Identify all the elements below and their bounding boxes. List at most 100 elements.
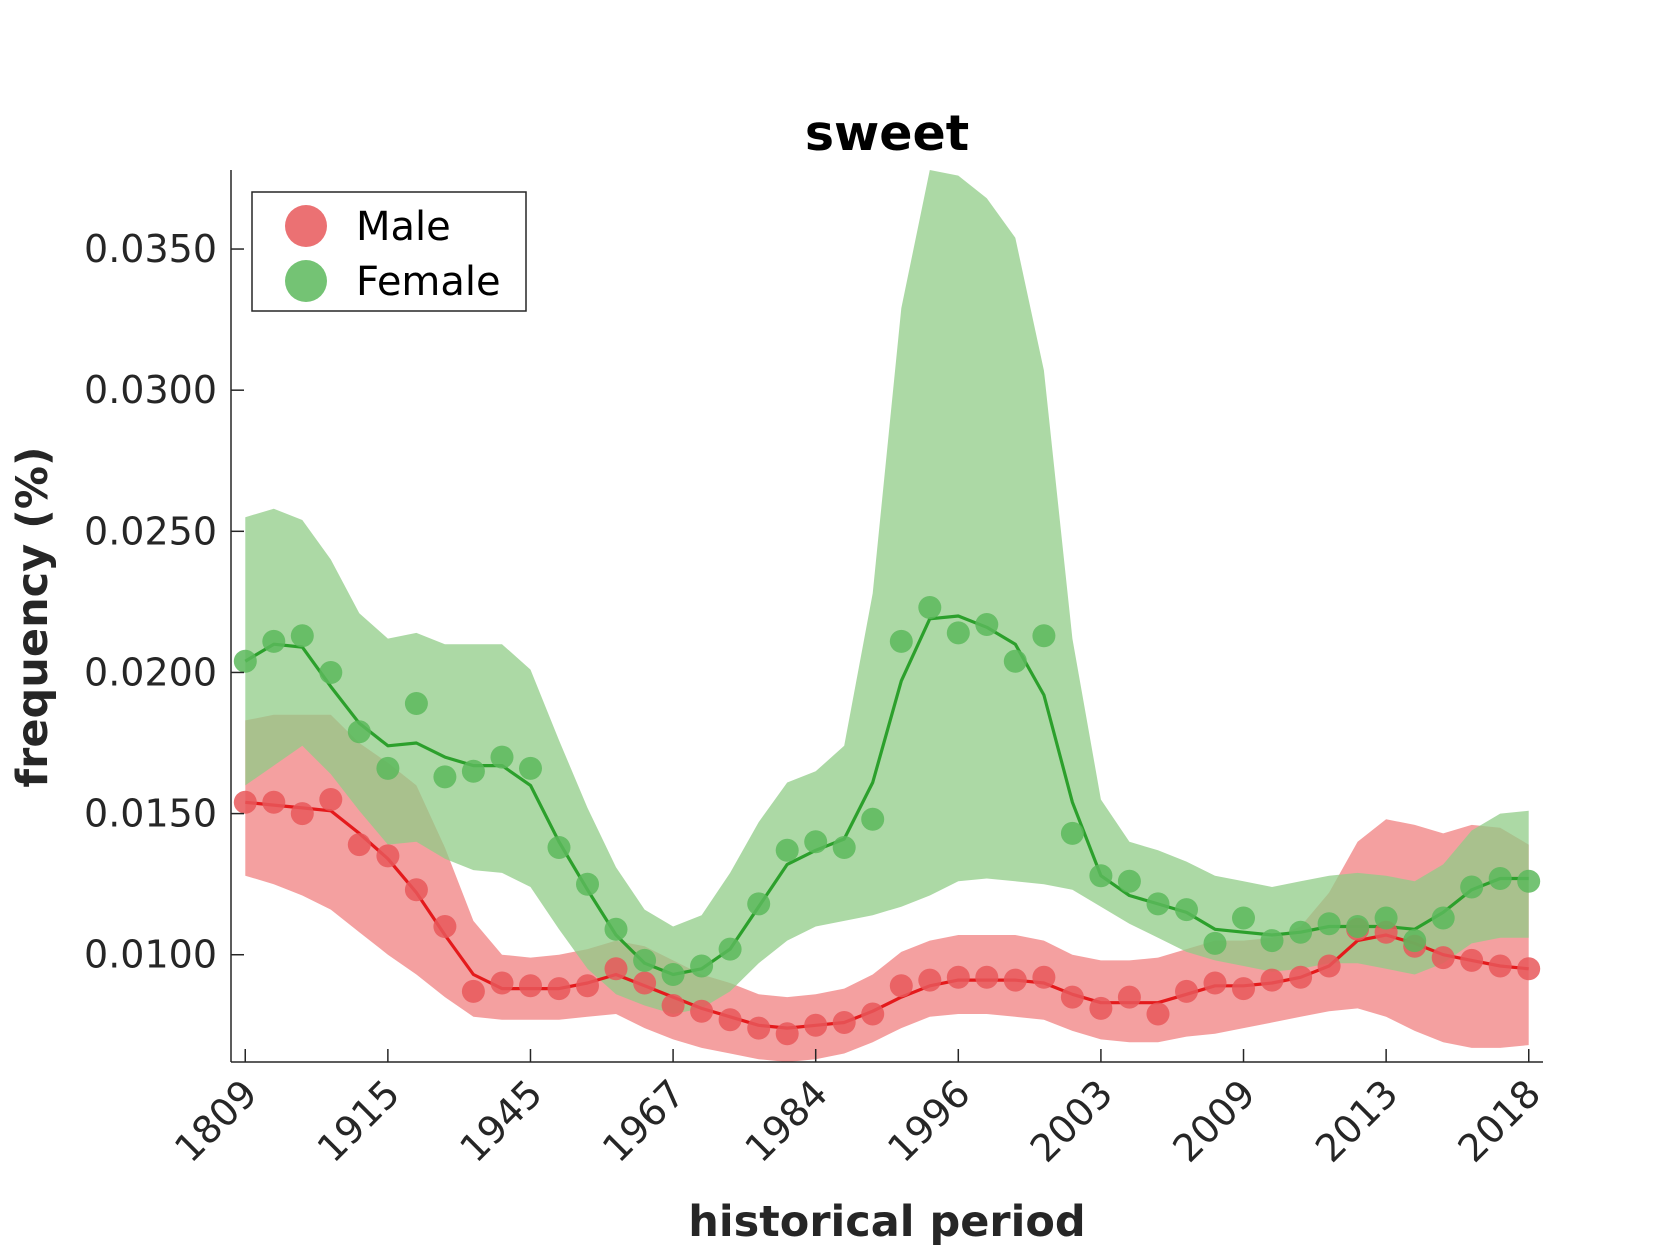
male-data-point [319, 788, 343, 811]
male-data-point [633, 971, 657, 995]
male-data-point [1232, 977, 1255, 1001]
male-data-point [1060, 985, 1084, 1009]
male-data-point [547, 977, 571, 1001]
x-tick-label: 2013 [1307, 1071, 1407, 1171]
legend-label-female: Female [356, 259, 501, 305]
y-tick-label: 0.0200 [84, 650, 217, 694]
female-trend-line [244, 614, 1529, 977]
x-tick-label: 1984 [737, 1071, 837, 1171]
y-axis-ticks: 0.0100 0.0150 0.0200 0.0250 0.0300 0.0350 [84, 227, 244, 977]
male-data-point [1117, 985, 1141, 1009]
female-data-point [1089, 864, 1113, 888]
female-data-point [1032, 624, 1056, 648]
male-data-point [1175, 979, 1198, 1003]
male-data-point [347, 833, 371, 857]
male-data-point [1146, 1002, 1170, 1026]
male-data-point [747, 1016, 771, 1040]
male-data-point [718, 1008, 742, 1032]
male-data-point [233, 790, 257, 814]
chart-title: sweet [805, 105, 969, 162]
male-data-point [1089, 996, 1113, 1020]
female-data-point [233, 649, 257, 673]
x-tick-label: 2018 [1450, 1071, 1550, 1171]
legend-marker-female [285, 260, 327, 302]
axes [230, 170, 1543, 1063]
y-axis-title: frequency (%) [8, 446, 58, 787]
female-data-point [404, 692, 428, 715]
male-data-point [262, 790, 286, 814]
y-tick-label: 0.0150 [84, 792, 217, 836]
female-data-point [946, 621, 970, 645]
male-data-point [1260, 968, 1284, 992]
female-data-point [718, 937, 742, 961]
male-data-point [1431, 946, 1455, 970]
female-data-point [547, 836, 571, 859]
x-tick-label: 1996 [879, 1071, 979, 1171]
x-tick-label: 1809 [166, 1071, 266, 1171]
x-tick-label: 1967 [594, 1071, 694, 1171]
female-data-point [861, 807, 885, 831]
female-data-point [290, 624, 314, 648]
female-data-point [319, 661, 343, 684]
female-data-point [1175, 898, 1198, 922]
female-confidence-band [245, 170, 1529, 1014]
female-data-point [661, 963, 685, 986]
legend-label-male: Male [356, 204, 451, 250]
female-data-point [376, 756, 400, 780]
male-data-point [433, 915, 457, 938]
male-data-point [1003, 968, 1027, 992]
female-data-point [262, 629, 286, 653]
male-data-point [946, 965, 970, 989]
y-tick-label: 0.0100 [84, 933, 217, 977]
male-data-point [1488, 954, 1512, 978]
y-tick-label: 0.0350 [84, 227, 217, 271]
female-data-point [1289, 920, 1313, 944]
female-data-point [604, 917, 628, 941]
y-tick-label: 0.0300 [84, 368, 217, 412]
male-data-point [889, 974, 913, 998]
female-data-point [1232, 906, 1255, 930]
male-data-point [404, 878, 428, 902]
female-data-point [490, 745, 514, 769]
female-data-point [1460, 875, 1484, 899]
male-data-point [1203, 971, 1227, 995]
male-data-point [290, 802, 314, 826]
legend-marker-male [285, 205, 327, 247]
female-data-point [1203, 931, 1227, 955]
male-data-point [519, 974, 542, 998]
male-trend-line [245, 800, 1529, 1030]
female-data-point [1060, 821, 1084, 845]
y-tick-label: 0.0250 [84, 509, 217, 553]
female-data-point [690, 954, 714, 978]
male-data-point [1460, 948, 1484, 972]
female-data-point [889, 629, 913, 653]
male-data-point [975, 965, 999, 989]
female-data-point [1146, 892, 1170, 916]
x-tick-label: 2003 [1022, 1071, 1122, 1171]
series-markers [233, 596, 1541, 1046]
female-data-point [1346, 915, 1370, 938]
x-axis-title: historical period [688, 1197, 1085, 1247]
male-data-point [861, 1002, 885, 1026]
male-data-point [661, 994, 685, 1017]
female-data-point [347, 720, 371, 744]
x-axis-ticks: 1809 1915 1945 1967 1984 1996 2003 2009 2013 2018 [166, 1049, 1549, 1171]
male-data-point [490, 971, 514, 995]
female-data-point [1488, 867, 1512, 890]
female-data-point [1517, 869, 1541, 893]
female-data-point [747, 892, 771, 916]
male-data-point [1289, 965, 1313, 989]
male-data-point [690, 999, 714, 1023]
x-tick-label: 1945 [451, 1071, 551, 1171]
male-data-point [461, 979, 485, 1003]
x-tick-label: 2009 [1164, 1071, 1264, 1171]
female-data-point [519, 756, 542, 780]
female-data-point [1317, 912, 1341, 936]
female-data-point [1374, 906, 1398, 930]
male-data-point [832, 1011, 856, 1034]
female-data-point [775, 838, 799, 862]
male-data-point [576, 974, 599, 998]
female-data-point [461, 759, 485, 783]
male-data-point [804, 1013, 828, 1037]
male-data-point [376, 844, 400, 868]
